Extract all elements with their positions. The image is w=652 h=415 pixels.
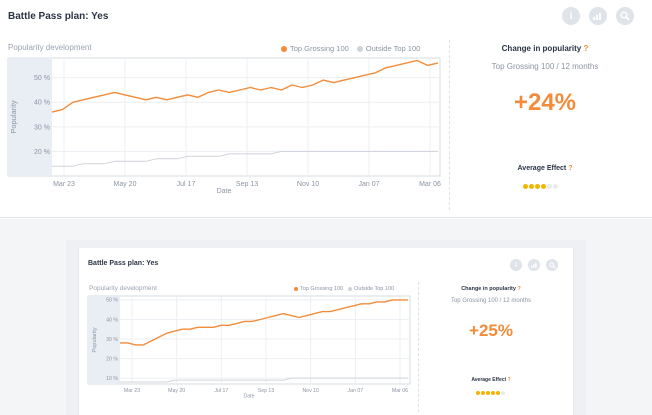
legend-label: Outside Top 100 bbox=[365, 44, 421, 53]
rating-dot-icon bbox=[541, 184, 546, 189]
axis-band bbox=[88, 296, 120, 384]
popularity-label: Popularity development bbox=[89, 285, 157, 292]
x-tick-label: May 20 bbox=[114, 181, 137, 188]
average-effect-title: Average Effect ? bbox=[450, 165, 640, 172]
y-tick-label: 40 % bbox=[34, 100, 50, 107]
average-effect-rating bbox=[523, 184, 558, 189]
x-axis-label: Date bbox=[244, 393, 255, 399]
toolbar-icons: i bbox=[562, 7, 634, 25]
y-axis-label: Popularity bbox=[92, 327, 98, 352]
x-tick-label: Nov 10 bbox=[297, 181, 319, 188]
legend-item-outside-top[interactable]: Outside Top 100 bbox=[348, 286, 394, 292]
change-subtitle: Top Grossing 100 / 12 months bbox=[491, 62, 599, 71]
legend-label: Outside Top 100 bbox=[354, 286, 395, 292]
series-line-outside-top[interactable] bbox=[52, 150, 438, 167]
legend-item-top-grossing[interactable]: Top Grossing 100 bbox=[294, 286, 343, 292]
rating-dot-icon bbox=[529, 184, 534, 189]
x-tick-label: Nov 10 bbox=[302, 388, 319, 394]
x-tick-label: Sep 13 bbox=[258, 388, 275, 394]
rating-dot-icon bbox=[553, 184, 558, 189]
chart-icon[interactable] bbox=[589, 7, 607, 25]
plot-area bbox=[87, 295, 411, 385]
rating-dot-icon bbox=[547, 184, 552, 189]
y-tick-label: 30 % bbox=[34, 124, 50, 131]
legend-label: Top Grossing 100 bbox=[300, 286, 344, 292]
average-effect-text: Average Effect bbox=[517, 165, 567, 172]
change-title: Change in popularity ? bbox=[420, 286, 562, 292]
x-tick-label: Mar 23 bbox=[53, 181, 75, 188]
rating-dot-icon bbox=[523, 184, 528, 189]
divider bbox=[418, 282, 419, 412]
legend-item-top-grossing[interactable]: Top Grossing 100 bbox=[281, 44, 349, 53]
series-line-top-grossing[interactable] bbox=[51, 59, 439, 113]
y-tick-label: 40 % bbox=[106, 317, 118, 323]
legend-label: Top Grossing 100 bbox=[290, 44, 349, 53]
y-tick-label: 20 % bbox=[106, 356, 118, 362]
x-tick-label: Mar 06 bbox=[419, 181, 441, 188]
y-tick-label: 50 % bbox=[106, 298, 118, 304]
average-effect-rating bbox=[476, 391, 505, 395]
legend-dot-icon bbox=[348, 286, 353, 291]
rating-dot-icon bbox=[491, 391, 495, 395]
x-axis-label: Date bbox=[217, 188, 232, 195]
rating-dot-icon bbox=[496, 391, 500, 395]
change-title-text: Change in popularity bbox=[501, 44, 582, 53]
x-tick-label: Mar 06 bbox=[392, 388, 408, 394]
help-icon[interactable]: ? bbox=[568, 165, 573, 172]
rating-dot-icon bbox=[481, 391, 485, 395]
chart-icon[interactable] bbox=[528, 259, 540, 271]
change-subtitle: Top Grossing 100 / 12 months bbox=[450, 298, 532, 304]
toolbar-icons: i bbox=[510, 259, 558, 271]
page-title: Battle Pass plan: Yes bbox=[88, 260, 159, 267]
x-tick-label: Jan 07 bbox=[358, 181, 379, 188]
y-tick-label: 20 % bbox=[34, 149, 50, 156]
rating-dot-icon bbox=[501, 391, 505, 395]
average-effect-title: Average Effect ? bbox=[420, 377, 562, 383]
help-icon[interactable]: ? bbox=[507, 377, 511, 383]
popularity-label: Popularity development bbox=[8, 43, 92, 52]
rating-dot-icon bbox=[535, 184, 540, 189]
change-title: Change in popularity ? bbox=[450, 44, 640, 53]
help-icon[interactable]: ? bbox=[583, 44, 589, 53]
plot-area bbox=[7, 57, 441, 177]
rating-dot-icon bbox=[486, 391, 490, 395]
popularity-chart: Mar 23 May 20 Jul 17 Sep 13 Nov 10 Jan 07 Mar … bbox=[87, 295, 411, 399]
change-title-text: Change in popularity bbox=[461, 286, 516, 292]
series-line-outside-top[interactable] bbox=[120, 377, 408, 383]
x-tick-label: Sep 13 bbox=[236, 181, 258, 188]
y-axis-label: Popularity bbox=[9, 100, 18, 134]
top-card: Battle Pass plan: Yes i Popularity devel… bbox=[0, 7, 652, 218]
y-tick-label: 10 % bbox=[106, 376, 118, 382]
x-tick-label: Mar 23 bbox=[124, 388, 140, 394]
y-tick-label: 30 % bbox=[106, 337, 118, 343]
info-icon[interactable]: i bbox=[510, 259, 522, 271]
axis-band bbox=[8, 58, 52, 176]
y-tick-label: 50 % bbox=[34, 75, 50, 82]
help-icon[interactable]: ? bbox=[517, 286, 521, 292]
legend-dot-icon bbox=[356, 46, 363, 53]
x-tick-label: Jan 07 bbox=[348, 388, 364, 394]
x-tick-label: Jul 17 bbox=[214, 388, 228, 394]
rating-dot-icon bbox=[476, 391, 480, 395]
search-icon[interactable] bbox=[546, 259, 558, 271]
search-icon[interactable] bbox=[616, 7, 634, 25]
info-icon[interactable]: i bbox=[562, 7, 580, 25]
series-line-top-grossing[interactable] bbox=[120, 299, 408, 346]
change-value: +25% bbox=[469, 321, 513, 340]
legend-item-outside-top[interactable]: Outside Top 100 bbox=[356, 44, 421, 53]
x-tick-label: Jul 17 bbox=[177, 181, 196, 188]
change-value: +24% bbox=[513, 89, 577, 116]
average-effect-text: Average Effect bbox=[471, 377, 507, 383]
chart-legend: Top Grossing 100 Outside Top 100 bbox=[281, 44, 420, 53]
legend-dot-icon bbox=[294, 286, 298, 291]
legend-dot-icon bbox=[281, 46, 287, 53]
page-title: Battle Pass plan: Yes bbox=[8, 11, 109, 22]
x-tick-label: May 20 bbox=[168, 388, 185, 394]
popularity-chart: Mar 23 May 20 Jul 17 Sep 13 Nov 10 Jan 07 Mar … bbox=[7, 57, 441, 195]
divider bbox=[449, 40, 450, 210]
chart-legend: Top Grossing 100 Outside Top 100 bbox=[294, 286, 394, 292]
